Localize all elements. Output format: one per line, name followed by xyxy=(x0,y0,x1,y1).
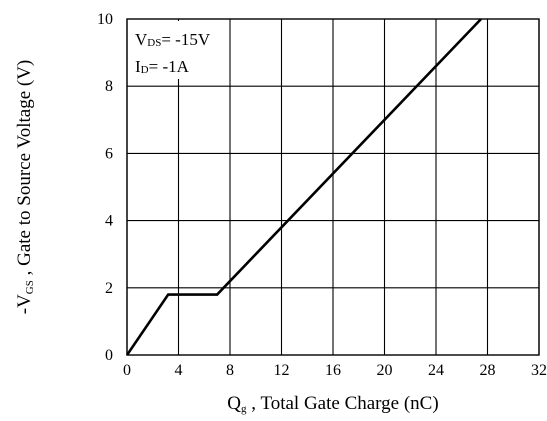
x-axis-title: Qg , Total Gate Charge (nC) xyxy=(227,393,438,415)
x-axis-title-subscript: g xyxy=(241,403,247,415)
x-tick-label: 4 xyxy=(175,362,183,379)
x-axis-title-text: , Total Gate Charge (nC) xyxy=(247,393,439,414)
y-tick-label: 2 xyxy=(105,280,113,297)
y-axis-title-prefix: -V xyxy=(14,294,35,314)
y-tick-label: 4 xyxy=(105,213,113,230)
annotation-subscript: D xyxy=(141,64,149,76)
annotation-symbol: V xyxy=(135,30,148,49)
x-tick-label: 12 xyxy=(274,362,290,379)
series-line xyxy=(125,18,482,356)
annotation-symbol: I xyxy=(135,57,141,76)
y-tick-label: 6 xyxy=(105,145,113,162)
annotation-value: = -15V xyxy=(161,30,210,49)
series-layer xyxy=(125,18,482,356)
x-tick-label: 16 xyxy=(325,362,341,379)
y-tick-label: 0 xyxy=(105,347,113,364)
x-tick-labels: 0 4 8 12 16 20 24 28 32 xyxy=(123,362,547,379)
x-tick-label: 20 xyxy=(377,362,393,379)
x-tick-label: 8 xyxy=(226,362,234,379)
annotation-subscript: DS xyxy=(147,37,161,49)
x-tick-label: 24 xyxy=(428,362,444,379)
annotation-value: = -1A xyxy=(149,57,190,76)
plot-frame xyxy=(126,18,540,356)
y-axis-title-text: , Gate to Source Voltage (V) xyxy=(14,60,35,280)
x-tick-label: 0 xyxy=(123,362,131,379)
x-axis-title-symbol: Q xyxy=(227,393,241,414)
x-tick-label: 28 xyxy=(480,362,496,379)
annotation-box: VDS= -15V ID= -1A xyxy=(129,21,229,79)
x-tick-label: 32 xyxy=(531,362,547,379)
annotation-background xyxy=(129,21,229,79)
y-tick-label: 8 xyxy=(105,78,113,95)
y-tick-label: 10 xyxy=(97,11,113,28)
annotation-line: ID= -1A xyxy=(135,57,190,76)
y-axis-title-subscript: GS xyxy=(24,280,36,294)
y-tick-labels: 0 2 4 6 8 10 xyxy=(97,11,113,364)
annotation-line: VDS= -15V xyxy=(135,30,211,49)
grid-lines xyxy=(126,18,540,356)
y-axis-title: -VGS , Gate to Source Voltage (V) xyxy=(14,60,36,315)
